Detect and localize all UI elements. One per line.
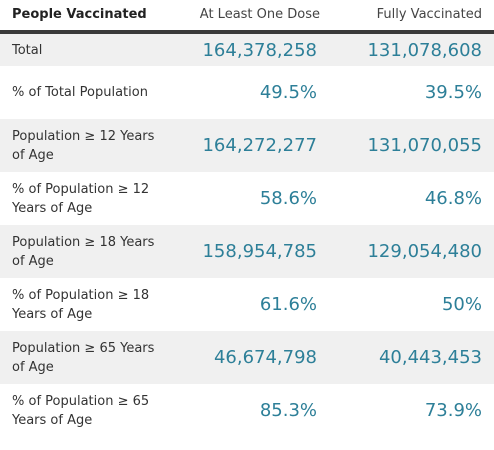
row-label: % of Population ≥ 18 Years of Age [12, 287, 150, 322]
one-dose-value: 46,674,798 [213, 347, 317, 368]
fully-vaccinated-value: 131,070,055 [367, 135, 482, 156]
fully-vaccinated-value: 40,443,453 [378, 347, 482, 368]
fully-vaccinated-value: 50% [441, 294, 482, 315]
header-people-vaccinated: People Vaccinated [0, 0, 172, 34]
row-label: Population ≥ 65 Years of Age [12, 340, 155, 375]
header-row: People Vaccinated At Least One Dose Full… [0, 0, 494, 34]
fully-vaccinated-value: 73.9% [424, 400, 482, 421]
row-label: Total [12, 42, 43, 58]
table-row: % of Population ≥ 12 Years of Age 58.6% … [0, 172, 494, 225]
table-body: Total 164,378,258 131,078,608 % of Total… [0, 32, 494, 437]
one-dose-value: 49.5% [259, 82, 317, 103]
table-row: Population ≥ 18 Years of Age 158,954,785… [0, 225, 494, 278]
table-row: Total 164,378,258 131,078,608 [0, 32, 494, 66]
table-row: % of Population ≥ 18 Years of Age 61.6% … [0, 278, 494, 331]
fully-vaccinated-value: 131,078,608 [367, 39, 482, 61]
fully-vaccinated-value: 46.8% [424, 188, 482, 209]
fully-vaccinated-value: 39.5% [424, 82, 482, 103]
one-dose-value: 164,378,258 [202, 39, 317, 61]
table-row: Population ≥ 12 Years of Age 164,272,277… [0, 119, 494, 172]
one-dose-value: 164,272,277 [202, 135, 317, 156]
table-row: % of Total Population 49.5% 39.5% [0, 66, 494, 119]
one-dose-value: 85.3% [259, 400, 317, 421]
table-row: Population ≥ 65 Years of Age 46,674,798 … [0, 331, 494, 384]
row-label: % of Population ≥ 12 Years of Age [12, 181, 150, 216]
row-label: % of Population ≥ 65 Years of Age [12, 393, 150, 428]
one-dose-value: 158,954,785 [202, 241, 317, 262]
header-fully-vaccinated: Fully Vaccinated [323, 0, 494, 34]
one-dose-value: 58.6% [259, 188, 317, 209]
fully-vaccinated-value: 129,054,480 [367, 241, 482, 262]
row-label: Population ≥ 18 Years of Age [12, 234, 155, 269]
row-label: % of Total Population [12, 85, 148, 100]
table-header: People Vaccinated At Least One Dose Full… [0, 0, 494, 34]
row-label: Population ≥ 12 Years of Age [12, 128, 155, 163]
one-dose-value: 61.6% [259, 294, 317, 315]
vaccination-table: People Vaccinated At Least One Dose Full… [0, 0, 494, 437]
header-at-least-one-dose: At Least One Dose [172, 0, 323, 34]
table-row: % of Population ≥ 65 Years of Age 85.3% … [0, 384, 494, 437]
